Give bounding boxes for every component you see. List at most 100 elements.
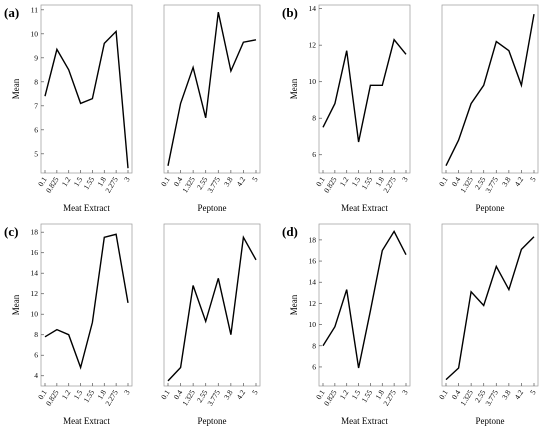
panel-label: (d) bbox=[282, 224, 298, 239]
y-tick-label: 5 bbox=[34, 149, 38, 158]
x-tick-label: 3.8 bbox=[500, 175, 513, 188]
y-tick-label: 10 bbox=[309, 320, 317, 329]
x-tick-label: 3.8 bbox=[222, 388, 235, 401]
x-tick-label: 0.825 bbox=[322, 175, 339, 194]
y-tick-label: 8 bbox=[34, 77, 38, 86]
x-tick-label: 4.2 bbox=[235, 388, 248, 401]
y-tick-label: 6 bbox=[34, 125, 38, 134]
y-tick-label: 4 bbox=[34, 371, 38, 380]
x-tick-label: 3.8 bbox=[500, 388, 513, 401]
x-tick-label: 3.8 bbox=[222, 175, 235, 188]
y-tick-label: 6 bbox=[312, 150, 316, 159]
x-axis-label: Peptone bbox=[198, 416, 227, 426]
x-tick-label: 2.275 bbox=[103, 175, 120, 194]
x-tick-label: 1.8 bbox=[95, 388, 108, 401]
panel-label: (c) bbox=[4, 224, 18, 239]
series-line bbox=[44, 233, 129, 370]
x-axis-label: Meat Extract bbox=[63, 416, 110, 426]
x-tick-label: 0.4 bbox=[450, 175, 463, 188]
x-tick-label: 2.275 bbox=[381, 388, 398, 407]
y-axis-label: Mean bbox=[289, 78, 299, 99]
x-tick-label: 1.8 bbox=[373, 388, 386, 401]
x-tick-label: 0.825 bbox=[44, 388, 61, 407]
x-tick-label: 1.55 bbox=[360, 175, 375, 191]
series-line bbox=[44, 29, 129, 169]
plot-frame bbox=[441, 223, 539, 387]
series-line bbox=[167, 235, 257, 382]
y-tick-label: 16 bbox=[31, 248, 39, 257]
x-tick-label: 3 bbox=[400, 388, 410, 396]
x-tick-label: 3.775 bbox=[483, 388, 500, 407]
x-tick-label: 1.2 bbox=[60, 175, 73, 188]
y-tick-label: 10 bbox=[31, 310, 39, 319]
x-tick-label: 0.1 bbox=[437, 175, 450, 188]
y-tick-label: 16 bbox=[309, 257, 317, 266]
y-tick-label: 10 bbox=[31, 29, 39, 38]
x-tick-label: 5 bbox=[528, 175, 538, 183]
x-tick-label: 4.2 bbox=[513, 175, 526, 188]
x-tick-label: 0.825 bbox=[44, 175, 61, 194]
x-axis-label: Peptone bbox=[198, 203, 227, 213]
plot-frame bbox=[318, 223, 411, 387]
plot-frame bbox=[40, 4, 133, 174]
y-tick-label: 6 bbox=[312, 362, 316, 371]
x-tick-label: 2.275 bbox=[103, 388, 120, 407]
subplot-0: 5 6 7 8 9 10 11 0.10.825 1.2 1.51.55 1.82.275 3 Meat… bbox=[31, 4, 133, 213]
x-tick-label: 0.1 bbox=[159, 175, 172, 188]
y-tick-label: 11 bbox=[31, 5, 38, 14]
x-tick-label: 3.775 bbox=[205, 175, 222, 194]
x-tick-label: 4.2 bbox=[513, 388, 526, 401]
y-tick-label: 8 bbox=[312, 341, 316, 350]
x-tick-label: 1.325 bbox=[458, 175, 475, 194]
panel-label: (b) bbox=[282, 5, 298, 20]
y-axis-label: Mean bbox=[11, 294, 21, 315]
y-tick-label: 7 bbox=[34, 101, 38, 110]
x-tick-label: 0.825 bbox=[322, 388, 339, 407]
subplot-0: 6 8 10 12 14 16 18 0.10.825 1.2 1.51.55 1.82.275 3 M… bbox=[309, 223, 411, 426]
y-tick-label: 8 bbox=[34, 330, 38, 339]
y-tick-label: 14 bbox=[31, 269, 39, 278]
x-tick-label: 1.325 bbox=[180, 175, 197, 194]
y-tick-label: 6 bbox=[34, 351, 38, 360]
x-tick-label: 1.5 bbox=[72, 175, 85, 188]
x-tick-label: 3.775 bbox=[483, 175, 500, 194]
x-tick-label: 0.4 bbox=[450, 388, 463, 401]
y-axis-label: Mean bbox=[11, 78, 21, 99]
x-tick-label: 1.2 bbox=[338, 388, 351, 401]
x-tick-label: 1.5 bbox=[350, 388, 363, 401]
x-tick-label: 0.1 bbox=[159, 388, 172, 401]
x-tick-label: 2.275 bbox=[381, 175, 398, 194]
y-tick-label: 18 bbox=[309, 235, 317, 244]
y-tick-label: 8 bbox=[312, 114, 316, 123]
x-tick-label: 0.1 bbox=[314, 388, 327, 401]
x-axis-label: Meat Extract bbox=[341, 416, 388, 426]
y-axis-label: Mean bbox=[289, 294, 299, 315]
plot-frame bbox=[163, 4, 261, 174]
x-tick-label: 3 bbox=[122, 175, 132, 183]
series-line bbox=[322, 229, 407, 369]
y-tick-label: 12 bbox=[309, 41, 317, 50]
x-tick-label: 5 bbox=[250, 388, 260, 396]
x-tick-label: 4.2 bbox=[235, 175, 248, 188]
y-tick-label: 14 bbox=[309, 4, 317, 13]
y-tick-label: 9 bbox=[34, 53, 38, 62]
y-tick-label: 10 bbox=[309, 77, 317, 86]
y-tick-label: 12 bbox=[31, 289, 39, 298]
x-tick-label: 1.8 bbox=[373, 175, 386, 188]
x-tick-label: 0.1 bbox=[437, 388, 450, 401]
y-tick-label: 12 bbox=[309, 299, 317, 308]
subplot-0: 4 6 8 10 12 14 16 18 0.10.825 1.2 1.51.55 1.82.275 3… bbox=[31, 223, 133, 426]
series-line bbox=[445, 236, 535, 381]
x-axis-label: Peptone bbox=[476, 203, 505, 213]
x-axis-label: Peptone bbox=[476, 416, 505, 426]
y-tick-label: 14 bbox=[309, 278, 317, 287]
